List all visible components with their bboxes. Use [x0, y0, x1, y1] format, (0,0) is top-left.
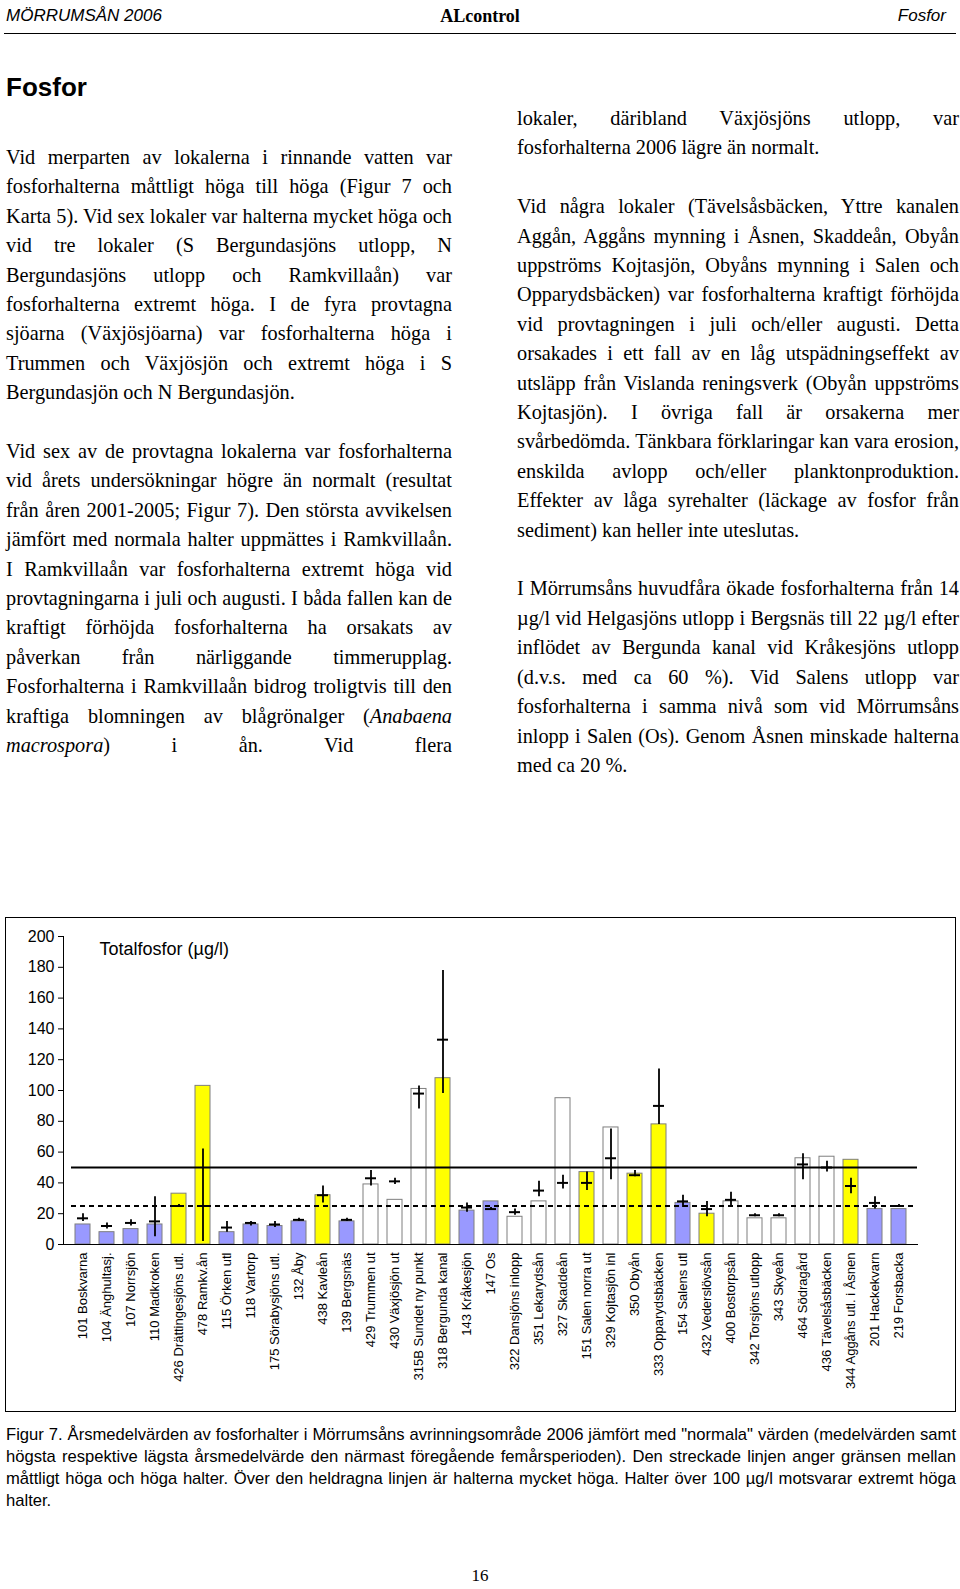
html-text:Vid några lokaler (Tävelsåsbäc: Vid några lokaler (Tävelsåsbäcken, Yttre…	[517, 195, 959, 541]
svg-text:20: 20	[37, 1205, 55, 1222]
html-text:Fosfor: Fosfor	[6, 72, 87, 102]
svg-text:104 Änghultasj.: 104 Änghultasj.	[99, 1253, 114, 1343]
html-text:lokaler, däribland Växjösjöns: lokaler, däribland Växjösjöns utlopp, va…	[517, 107, 959, 159]
html-text:I Mörrumsåns huvudfåra ökade f: I Mörrumsåns huvudfåra ökade fosforhalte…	[517, 577, 959, 776]
svg-text:118 Vartorp: 118 Vartorp	[243, 1253, 258, 1319]
svg-text:180: 180	[28, 958, 55, 975]
svg-text:322 Dansjöns inlopp: 322 Dansjöns inlopp	[507, 1253, 522, 1371]
svg-text:154 Salens utl: 154 Salens utl	[675, 1252, 690, 1335]
svg-text:344 Aggåns utl. i Åsnen: 344 Aggåns utl. i Åsnen	[843, 1253, 858, 1390]
html-text:Fosfor: Fosfor	[897, 6, 946, 25]
svg-text:80: 80	[37, 1112, 55, 1129]
svg-text:200: 200	[28, 928, 55, 945]
svg-text:175 Sörabysjöns utl.: 175 Sörabysjöns utl.	[267, 1253, 282, 1371]
svg-text:400 Bostorpsån: 400 Bostorpsån	[723, 1253, 738, 1344]
html-text:16: 16	[471, 1566, 489, 1585]
svg-text:430 Växjösjön ut: 430 Växjösjön ut	[387, 1252, 402, 1349]
svg-text:147 Os: 147 Os	[483, 1252, 498, 1294]
svg-text:101 Boskvarna: 101 Boskvarna	[75, 1252, 90, 1339]
svg-text:432 Vederslövsån: 432 Vederslövsån	[699, 1253, 714, 1356]
svg-text:140: 140	[28, 1020, 55, 1037]
html-text:ALcontrol: ALcontrol	[440, 6, 520, 26]
svg-text:327 Skaddeån: 327 Skaddeån	[555, 1253, 570, 1337]
svg-text:350 Obyån: 350 Obyån	[627, 1253, 642, 1317]
svg-text:160: 160	[28, 989, 55, 1006]
html-text:MÖRRUMSÅN 2006: MÖRRUMSÅN 2006	[6, 6, 162, 25]
svg-text:318 Bergunda kanal: 318 Bergunda kanal	[435, 1252, 450, 1368]
svg-text:110 Madkroken: 110 Madkroken	[147, 1253, 162, 1342]
svg-text:0: 0	[46, 1236, 55, 1253]
html-text:Figur 7. Årsmedelvärden av fos: Figur 7. Årsmedelvärden av fosforhalter …	[6, 1425, 956, 1510]
svg-text:426 Drättingesjöns utl.: 426 Drättingesjöns utl.	[171, 1253, 186, 1382]
svg-text:342 Torsjöns utlopp: 342 Torsjöns utlopp	[747, 1253, 762, 1366]
svg-text:143 Kråkesjön: 143 Kråkesjön	[459, 1253, 474, 1336]
svg-text:329 Kojtasjön inl: 329 Kojtasjön inl	[603, 1252, 618, 1348]
svg-text:438 Kavleån: 438 Kavleån	[315, 1253, 330, 1325]
html-text:Vid merparten av lokalerna i r: Vid merparten av lokalerna i rinnande va…	[6, 146, 452, 404]
svg-text:201 Hackekvarn: 201 Hackekvarn	[867, 1253, 882, 1347]
svg-text:100: 100	[28, 1082, 55, 1099]
svg-text:343 Skyeån: 343 Skyeån	[771, 1253, 786, 1322]
svg-text:151 Salen norra ut: 151 Salen norra ut	[579, 1252, 594, 1359]
svg-text:464 Södragård: 464 Södragård	[795, 1253, 810, 1339]
html-text:Vid sex av de provtagna lokale: Vid sex av de provtagna lokalerna var fo…	[6, 440, 452, 757]
svg-text:115 Örken utl: 115 Örken utl	[219, 1252, 234, 1329]
svg-text:132 Åby: 132 Åby	[291, 1252, 306, 1300]
svg-text:40: 40	[37, 1174, 55, 1191]
svg-text:Totalfosfor (µg/l): Totalfosfor (µg/l)	[100, 939, 229, 959]
svg-text:120: 120	[28, 1051, 55, 1068]
svg-text:315B Sundet ny punkt: 315B Sundet ny punkt	[411, 1252, 426, 1380]
svg-text:333 Opparydsbäcken: 333 Opparydsbäcken	[651, 1253, 666, 1377]
svg-text:139 Bergsnäs: 139 Bergsnäs	[339, 1252, 354, 1333]
svg-text:478 Ramkv.ån: 478 Ramkv.ån	[195, 1253, 210, 1336]
svg-text:351 Lekarydsån: 351 Lekarydsån	[531, 1253, 546, 1346]
svg-text:219 Forsbacka: 219 Forsbacka	[891, 1252, 906, 1339]
svg-text:436 Tävelsåsbäcken: 436 Tävelsåsbäcken	[819, 1253, 834, 1372]
svg-text:429 Trummen ut: 429 Trummen ut	[363, 1252, 378, 1347]
svg-text:107 Norrsjön: 107 Norrsjön	[123, 1253, 138, 1327]
svg-text:60: 60	[37, 1143, 55, 1160]
